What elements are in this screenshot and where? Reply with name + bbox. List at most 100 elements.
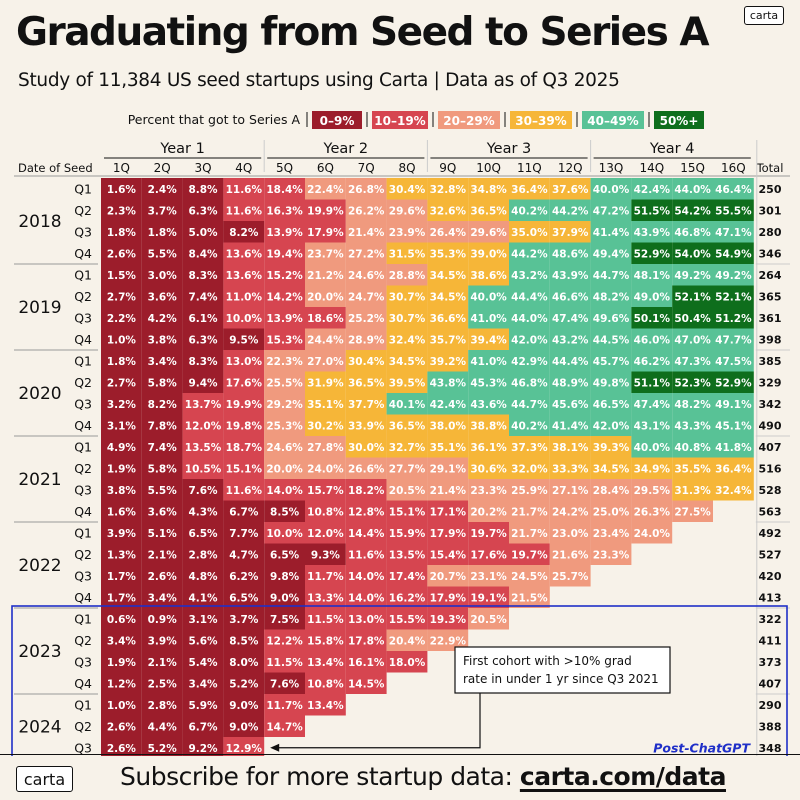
heatmap-cell xyxy=(713,264,754,286)
column-header: 1Q xyxy=(113,161,130,175)
heatmap-cell xyxy=(468,393,509,415)
heatmap-cell xyxy=(713,414,754,436)
cell-value: 10.8% xyxy=(307,506,344,518)
cell-value: 6.5% xyxy=(229,592,259,604)
series-a-graduation-heatmap: Percent that got to Series A 0–9% 10–19% 20… xyxy=(11,111,790,756)
cell-value: 36.6% xyxy=(430,313,467,325)
cell-value: 13.0% xyxy=(348,614,385,626)
column-header: 15Q xyxy=(680,161,705,175)
heatmap-cell xyxy=(141,629,183,651)
row-total: 388 xyxy=(759,720,782,733)
heatmap-cell xyxy=(631,199,673,221)
heatmap-cell xyxy=(468,586,509,608)
heatmap-cell xyxy=(590,199,632,221)
heatmap-cell xyxy=(427,285,469,307)
cell-value: 15.1% xyxy=(389,506,426,518)
heatmap-cell xyxy=(141,500,183,522)
heatmap-cell xyxy=(386,457,428,479)
cell-value: 21.2% xyxy=(307,270,344,282)
cell-value: 17.9% xyxy=(307,227,344,239)
heatmap-cell xyxy=(427,629,469,651)
heatmap-cell xyxy=(590,479,632,501)
quarter-label: Q4 xyxy=(74,246,92,261)
cell-value: 9.4% xyxy=(188,377,218,389)
row-total: 348 xyxy=(759,742,782,755)
cell-value: 52.9% xyxy=(634,248,671,260)
quarter-label: Q1 xyxy=(74,353,92,368)
cell-value: 5.4% xyxy=(188,657,218,669)
cell-value: 1.3% xyxy=(107,549,137,561)
cell-value: 30.7% xyxy=(389,313,426,325)
quarter-label: Q2 xyxy=(74,633,92,648)
legend-bin-label: 50%+ xyxy=(660,114,699,128)
column-header: 14Q xyxy=(639,161,664,175)
heatmap-cell xyxy=(427,328,469,350)
column-header: 5Q xyxy=(276,161,293,175)
cell-value: 5.0% xyxy=(188,227,218,239)
heatmap-cell xyxy=(182,436,224,458)
cell-value: 11.6% xyxy=(348,549,385,561)
row-total: 290 xyxy=(759,699,782,712)
quarter-label: Q2 xyxy=(74,719,92,734)
cell-value: 16.1% xyxy=(348,657,385,669)
heatmap-cell xyxy=(468,436,509,458)
cell-value: 36.1% xyxy=(470,442,507,454)
quarter-label: Q4 xyxy=(74,504,92,519)
cell-value: 6.5% xyxy=(188,528,218,540)
cell-value: 30.0% xyxy=(348,442,385,454)
cell-value: 50.4% xyxy=(674,313,711,325)
cell-value: 13.3% xyxy=(307,592,344,604)
heatmap-cell xyxy=(713,371,754,393)
heatmap-cell xyxy=(345,264,387,286)
heatmap-cell xyxy=(305,264,346,286)
row-total: 407 xyxy=(759,441,782,454)
cell-value: 13.4% xyxy=(307,657,344,669)
footer-link[interactable]: carta.com/data xyxy=(519,762,727,791)
cell-value: 42.9% xyxy=(511,356,548,368)
heatmap-cell xyxy=(101,694,142,716)
heatmap-cell xyxy=(631,522,673,544)
cell-value: 15.4% xyxy=(430,549,467,561)
cell-value: 21.4% xyxy=(430,485,467,497)
column-header: 3Q xyxy=(194,161,211,175)
column-header: 2Q xyxy=(154,161,171,175)
cell-value: 44.0% xyxy=(511,313,548,325)
cell-value: 6.7% xyxy=(229,506,259,518)
heatmap-cell xyxy=(509,178,550,200)
quarter-label: Q4 xyxy=(74,418,92,433)
cell-value: 1.6% xyxy=(107,184,137,196)
cell-value: 8.3% xyxy=(188,270,218,282)
heatmap-cell xyxy=(631,414,673,436)
heatmap-cell xyxy=(345,328,387,350)
heatmap-cell xyxy=(182,715,224,737)
heatmap-cell xyxy=(713,307,754,329)
cell-value: 30.4% xyxy=(348,356,385,368)
heatmap-cell xyxy=(386,199,428,221)
heatmap-cell xyxy=(305,285,346,307)
heatmap-cell xyxy=(509,328,550,350)
cell-value: 50.1% xyxy=(634,313,671,325)
cell-value: 41.0% xyxy=(470,356,507,368)
heatmap-cell xyxy=(223,565,265,587)
cell-value: 1.8% xyxy=(148,227,178,239)
heatmap-cell xyxy=(427,565,469,587)
cell-value: 2.2% xyxy=(107,313,137,325)
cell-value: 51.2% xyxy=(715,313,752,325)
quarter-label: Q4 xyxy=(74,332,92,347)
cell-value: 0.6% xyxy=(107,614,137,626)
heatmap-cell xyxy=(509,414,550,436)
heatmap-cell xyxy=(468,242,509,264)
heatmap-cell xyxy=(672,328,713,350)
cell-value: 32.4% xyxy=(389,334,426,346)
callout-arrow-line xyxy=(276,693,481,749)
cell-value: 9.3% xyxy=(311,549,341,561)
cell-value: 37.3% xyxy=(511,442,548,454)
cell-value: 24.0% xyxy=(634,528,671,540)
cell-value: 47.0% xyxy=(674,334,711,346)
heatmap-cell xyxy=(672,264,713,286)
heatmap-cell xyxy=(549,565,591,587)
heatmap-cell xyxy=(631,221,673,243)
heatmap-cell xyxy=(345,436,387,458)
heatmap-cell xyxy=(141,242,183,264)
heatmap-cell xyxy=(468,543,509,565)
